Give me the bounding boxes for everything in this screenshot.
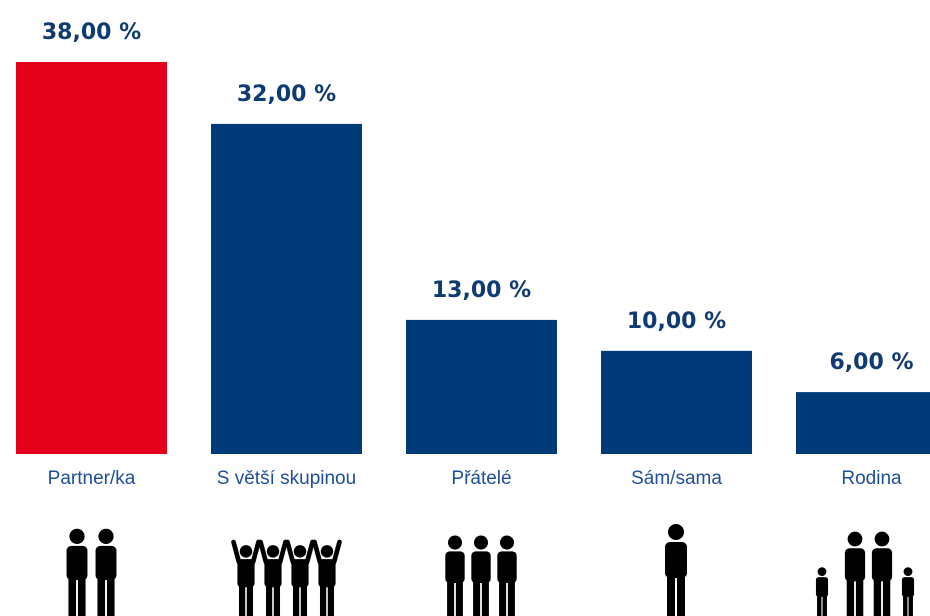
icon-head [668,524,684,540]
icon-body [445,551,465,584]
icon-arm [231,539,242,565]
icon-head [266,545,280,558]
value-label: 32,00 % [237,82,336,107]
icon-arm [312,539,323,565]
value-label: 13,00 % [432,278,531,303]
icon-leg [265,582,273,616]
icon-leg [327,582,335,616]
bar [211,123,362,454]
icon-head [499,535,515,550]
icon-leg [882,575,891,616]
category-label: S větší skupinou [217,468,356,489]
icon-leg [97,574,106,616]
icon-arm [277,539,288,565]
icon-leg [273,582,281,616]
icon-leg [246,582,254,616]
icon-leg [238,582,246,616]
icon-body [665,542,687,578]
icon-body [264,559,282,588]
icon-leg [908,593,913,616]
bar [406,319,557,454]
icon-body [844,548,866,582]
category-label: Rodina [841,468,902,489]
icon-arm [331,539,342,565]
icon-leg [677,572,685,616]
icon-body [66,545,88,581]
icon-arm [250,539,261,565]
icon-body [815,577,829,597]
icon-leg [292,582,300,616]
icon-body [318,559,336,588]
icon-head [447,535,463,550]
icon-leg [77,574,86,616]
icon-leg [903,593,908,616]
icon-leg [68,574,77,616]
icon-head [239,545,253,558]
icon-head [817,567,827,576]
icon-body [95,545,117,581]
icon-leg [855,575,864,616]
icon-leg [507,577,515,616]
icon-leg [667,572,675,616]
icon-leg [319,582,327,616]
icon-leg [481,577,489,616]
icon-head [473,535,489,550]
bar [16,62,167,454]
icon-leg [106,574,115,616]
icon-arm [285,539,296,565]
icon-leg [499,577,507,616]
icon-head [98,528,114,545]
bar [601,350,752,454]
icon-leg [817,593,822,616]
icon-body [901,577,915,597]
category-label: Přátelé [451,468,511,489]
icon-leg [455,577,463,616]
icon-head [69,528,85,545]
icon-head [874,531,890,547]
icon-leg [300,582,308,616]
value-label: 10,00 % [627,309,726,334]
icon-leg [447,577,455,616]
icon-leg [822,593,827,616]
icon-leg [846,575,855,616]
icon-body [291,559,309,588]
icon-arm [258,539,269,565]
icon-head [320,545,334,558]
bar [796,392,930,454]
icon-head [847,531,863,547]
icon-head [903,567,913,576]
icon-leg [473,577,481,616]
icon-body [471,551,491,584]
value-label: 6,00 % [830,350,914,375]
icon-body [497,551,517,584]
category-label: Partner/ka [48,468,136,489]
icon-body [237,559,255,588]
icon-body [871,548,893,582]
category-label: Sám/sama [631,468,722,489]
value-label: 38,00 % [42,20,141,45]
icon-leg [873,575,882,616]
icon-arm [304,539,315,565]
icon-head [293,545,307,558]
